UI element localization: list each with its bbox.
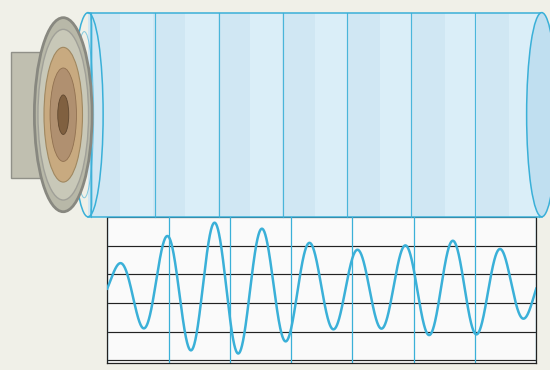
Polygon shape — [88, 13, 120, 217]
Polygon shape — [477, 13, 509, 217]
Polygon shape — [347, 13, 380, 217]
Polygon shape — [283, 13, 315, 217]
Polygon shape — [412, 13, 444, 217]
Polygon shape — [88, 13, 542, 217]
Ellipse shape — [38, 29, 89, 200]
Polygon shape — [153, 13, 185, 217]
Ellipse shape — [50, 68, 76, 161]
Bar — [11, 52, 47, 178]
Polygon shape — [218, 13, 250, 217]
Polygon shape — [91, 13, 92, 217]
Ellipse shape — [58, 95, 69, 134]
Ellipse shape — [527, 13, 550, 217]
Ellipse shape — [44, 47, 82, 182]
Ellipse shape — [34, 18, 92, 212]
